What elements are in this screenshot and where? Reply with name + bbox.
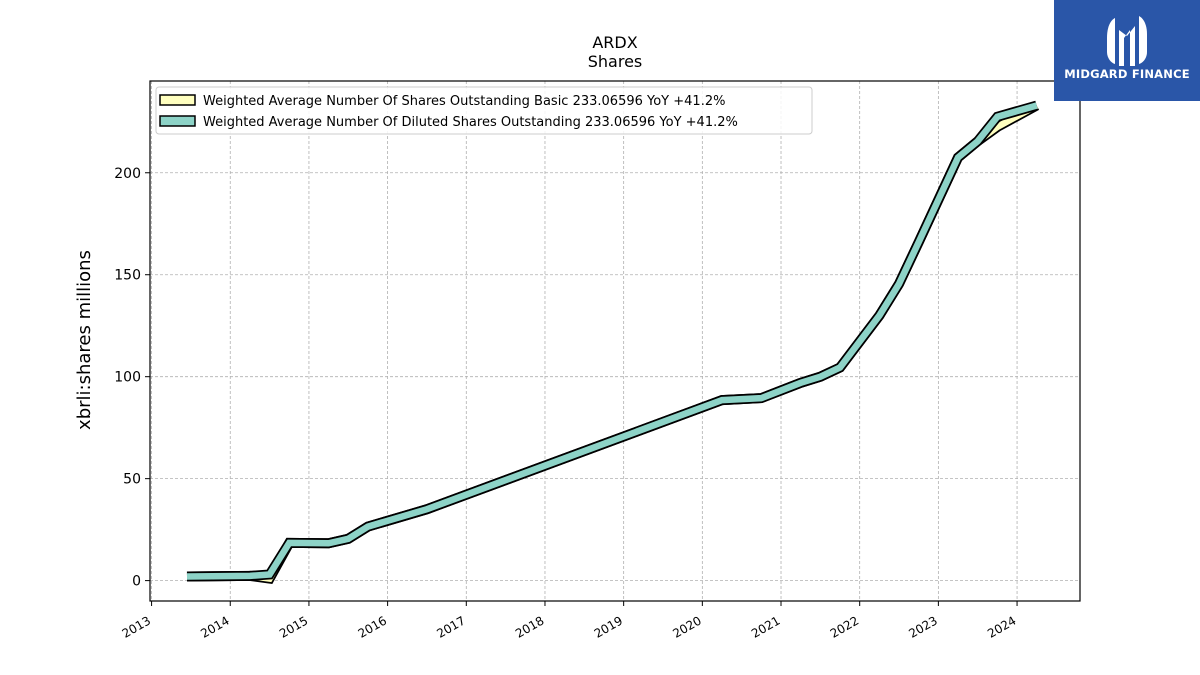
series-line-1: [186, 102, 1038, 580]
y-axis-label: xbrli:shares millions: [74, 250, 95, 430]
y-tick-label: 200: [114, 166, 141, 182]
series-outline-1: [186, 100, 1039, 582]
x-tick-label: 2023: [906, 613, 939, 640]
brand-mark-icon: [1107, 16, 1147, 66]
brand-name: MIDGARD FINANCE: [1064, 67, 1190, 81]
x-tick-label: 2017: [434, 613, 467, 640]
series-layer: [186, 100, 1040, 585]
legend[interactable]: Weighted Average Number Of Shares Outsta…: [155, 86, 813, 135]
plot-frame: [149, 80, 1081, 602]
x-tick-label: 2022: [828, 613, 861, 640]
x-tick-label: 2021: [749, 613, 782, 640]
chart-title: ARDX: [592, 33, 637, 52]
legend-entry-basic: Weighted Average Number Of Shares Outsta…: [203, 94, 725, 109]
legend-box: [155, 86, 813, 135]
x-tick-label: 2014: [198, 613, 231, 640]
legend-swatch-basic: [159, 94, 196, 106]
y-tick-label: 50: [123, 472, 141, 488]
brand-logo: MIDGARD FINANCE: [1054, 0, 1200, 101]
x-tick-label: 2020: [670, 613, 703, 640]
y-tick-label: 0: [132, 574, 141, 590]
series-outline-0: [186, 101, 1040, 585]
legend-entry-diluted: Weighted Average Number Of Diluted Share…: [203, 115, 738, 130]
x-tick-label: 2015: [277, 613, 310, 640]
grid: [150, 81, 1080, 601]
y-tick-label: 150: [114, 268, 141, 284]
x-tick-label: 2018: [513, 613, 546, 640]
x-tick-label: 2019: [592, 613, 625, 640]
x-tick-label: 2024: [985, 613, 1018, 640]
chart-subtitle: Shares: [588, 52, 643, 71]
x-tick-label: 2013: [120, 613, 153, 640]
ticks: 0 50 100 150 200 2013 2014 2015 2016 2017 2018 2019…: [114, 166, 1018, 641]
x-tick-label: 2016: [356, 613, 389, 640]
legend-swatch-diluted: [159, 115, 196, 127]
series-line-0: [186, 102, 1039, 583]
y-tick-label: 100: [114, 370, 141, 386]
